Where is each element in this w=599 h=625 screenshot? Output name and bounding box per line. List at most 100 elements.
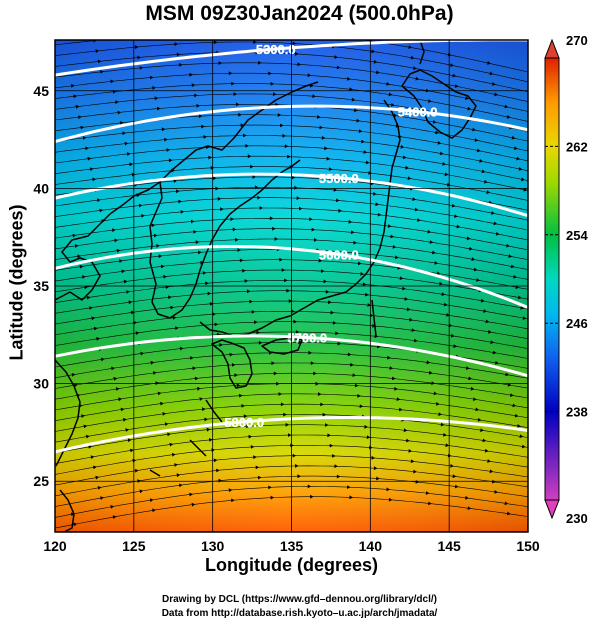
wind-arrowhead (404, 297, 409, 301)
wind-arrowhead (115, 387, 120, 391)
wind-arrowhead (257, 195, 261, 200)
wind-arrowhead (178, 199, 182, 204)
wind-arrowhead (237, 248, 241, 252)
wind-arrowhead (371, 455, 376, 460)
wind-arrowhead (372, 323, 376, 328)
wind-arrowhead (155, 381, 160, 386)
wind-arrowhead (268, 485, 272, 490)
wind-arrowhead (394, 386, 398, 391)
wind-arrowhead (213, 458, 218, 463)
wind-arrowhead (89, 306, 93, 310)
wind-arrowhead (494, 92, 498, 97)
wind-arrowhead (217, 197, 222, 201)
y-tick-label: 30 (33, 376, 49, 392)
wind-arrowhead (126, 290, 130, 294)
wind-arrowhead (230, 217, 234, 222)
wind-arrowhead (486, 190, 491, 194)
wind-arrowhead (410, 55, 415, 60)
wind-arrowhead (521, 444, 526, 449)
wind-arrowhead (433, 391, 438, 396)
wind-arrowhead (465, 96, 469, 100)
wind-arrowhead (128, 300, 133, 305)
wind-arrowhead (325, 289, 330, 294)
wind-arrowhead (408, 45, 413, 49)
wind-arrowhead (244, 279, 249, 283)
wind-arrowhead (387, 224, 392, 228)
contour-label: 5600.0 (319, 247, 359, 262)
wind-arrowhead (95, 475, 100, 480)
wind-arrowhead (84, 285, 89, 290)
wind-arrowhead (330, 34, 334, 38)
wind-arrowhead (274, 237, 279, 241)
wind-arrowhead (189, 492, 193, 497)
wind-arrowhead (213, 176, 217, 181)
wind-arrowhead (154, 96, 159, 101)
wind-arrowhead (469, 246, 473, 251)
wind-arrowhead (482, 438, 487, 443)
wind-arrowhead (246, 289, 251, 294)
wind-arrowhead (97, 198, 101, 203)
wind-arrowhead (480, 428, 484, 432)
wind-arrowhead (483, 309, 487, 313)
wind-arrowhead (489, 469, 494, 474)
wind-arrowhead (172, 316, 177, 320)
wind-arrowhead (140, 351, 145, 356)
wind-arrowhead (443, 302, 448, 307)
wind-arrowhead (168, 295, 172, 300)
wind-arrowhead (326, 156, 331, 161)
wind-arrowhead (254, 320, 258, 325)
wind-arrowhead (256, 330, 260, 335)
wind-arrowhead (253, 40, 257, 44)
wind-arrowhead (75, 104, 80, 109)
wind-arrowhead (466, 236, 471, 241)
wind-arrowhead (450, 333, 455, 338)
wind-arrowhead (334, 464, 338, 469)
wind-arrowhead (189, 72, 193, 77)
wind-arrowhead (204, 417, 208, 422)
wind-arrowhead (112, 515, 117, 519)
wind-arrowhead (510, 393, 514, 397)
wind-arrowhead (323, 279, 327, 284)
wind-arrowhead (242, 268, 246, 273)
wind-arrowhead (111, 366, 115, 371)
wind-arrowhead (83, 424, 88, 429)
wind-arrowhead (132, 458, 137, 463)
wind-arrowhead (467, 106, 472, 111)
x-tick-label: 140 (359, 538, 383, 554)
wind-arrowhead (78, 115, 82, 120)
wind-arrowhead (358, 129, 363, 133)
wind-arrowhead (169, 442, 174, 447)
wind-arrowhead (396, 397, 401, 401)
wind-arrowhead (321, 269, 325, 273)
wind-arrowhead (386, 82, 390, 86)
wind-arrowhead (120, 407, 125, 412)
wind-arrowhead (292, 453, 297, 458)
wind-arrowhead (281, 268, 286, 272)
wind-arrowhead (198, 114, 203, 119)
wind-arrowhead (308, 350, 312, 355)
wind-arrowhead (232, 227, 237, 232)
wind-arrowhead (174, 463, 178, 467)
wind-arrowhead (432, 250, 436, 255)
wind-arrowhead (114, 238, 119, 243)
wind-arrowhead (407, 176, 412, 181)
wind-arrowhead (91, 316, 96, 321)
wind-arrowhead (73, 522, 78, 527)
wind-arrowhead (240, 123, 245, 128)
wind-arrowhead (110, 505, 115, 509)
colorbar-min-triangle (544, 499, 560, 520)
wind-arrowhead (352, 373, 357, 377)
wind-arrowhead (475, 407, 480, 412)
wind-arrowhead (356, 118, 361, 123)
x-tick-label: 135 (280, 538, 304, 554)
wind-arrowhead (511, 135, 516, 140)
wind-arrowhead (293, 319, 297, 324)
wind-arrowhead (400, 144, 405, 149)
wind-arrowhead (410, 459, 415, 464)
wind-arrowhead (79, 264, 84, 269)
wind-arrowhead (179, 63, 183, 67)
wind-arrowhead (134, 45, 139, 50)
wind-arrowhead (239, 258, 244, 263)
wind-arrowhead (118, 397, 122, 402)
wind-arrowhead (473, 397, 477, 401)
